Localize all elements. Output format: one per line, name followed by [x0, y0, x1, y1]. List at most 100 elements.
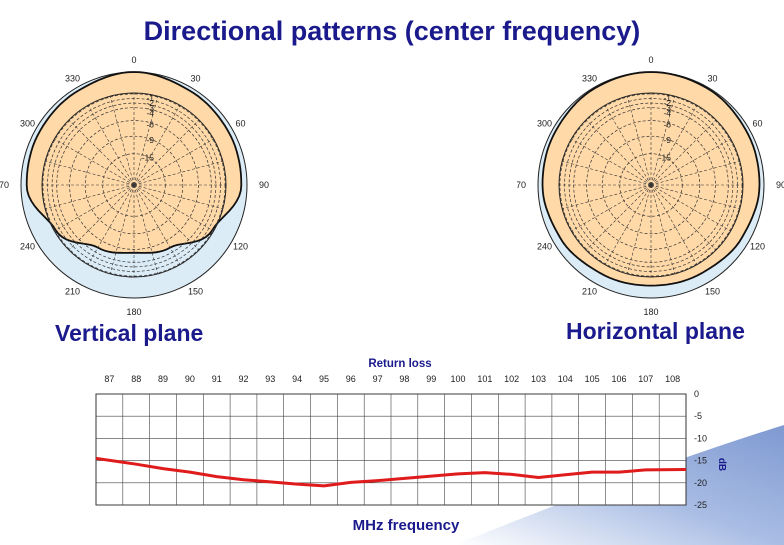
radial-tick-label: -4	[146, 108, 154, 118]
x-tick-label: 90	[185, 374, 195, 384]
polar-spoke	[650, 105, 698, 186]
x-tick-label: 87	[104, 374, 114, 384]
horizontal-plane-polar-chart: 0 30 60 90 120 150 180 210 240 270 300 330 -1-2-3-4 -…	[517, 55, 784, 315]
x-tick-label: 99	[426, 374, 436, 384]
polar-spoke	[585, 184, 652, 251]
angle-tick-label: 150	[705, 287, 720, 297]
x-tick-label: 97	[373, 374, 383, 384]
polar-spoke	[45, 184, 135, 210]
polar-spoke	[650, 184, 698, 265]
y-tick-label: -5	[694, 411, 702, 421]
polar-spoke	[650, 160, 740, 186]
polar-spoke	[109, 184, 135, 274]
radial-tick-label: -9	[146, 135, 154, 145]
angle-tick-label: 30	[190, 74, 200, 84]
polar-spoke	[133, 184, 200, 251]
x-tick-label: 105	[585, 374, 600, 384]
polar-spoke	[54, 138, 135, 186]
polar-spoke	[133, 184, 159, 274]
polar-ring	[601, 135, 701, 235]
angle-tick-label: 30	[707, 74, 717, 84]
return-loss-title: Return loss	[368, 358, 431, 370]
x-tick-label: 106	[611, 374, 626, 384]
horizontal-plane-label: Horizontal plane	[566, 318, 745, 344]
angle-tick-label: 240	[537, 242, 552, 252]
radial-tick-label: -3	[146, 103, 154, 113]
radial-tick-label: -2	[663, 98, 671, 108]
polar-spoke	[87, 105, 135, 186]
x-tick-label: 107	[638, 374, 653, 384]
y-tick-label: -10	[694, 433, 707, 443]
x-tick-label: 96	[346, 374, 356, 384]
y-axis-label: dB	[716, 458, 727, 471]
angle-tick-label: 0	[648, 55, 653, 65]
x-tick-label: 104	[558, 374, 573, 384]
x-tick-label: 91	[212, 374, 222, 384]
x-tick-label: 89	[158, 374, 168, 384]
angle-tick-label: 120	[233, 242, 248, 252]
y-tick-label: -25	[694, 500, 707, 510]
polar-spoke	[54, 184, 135, 232]
polar-spoke	[133, 184, 223, 210]
angle-tick-label: 330	[582, 74, 597, 84]
polar-ring	[586, 120, 716, 250]
polar-spoke	[562, 160, 652, 186]
x-tick-label: 101	[477, 374, 492, 384]
polar-spoke	[87, 184, 135, 265]
angle-tick-label: 180	[643, 307, 658, 315]
y-tick-label: -20	[694, 478, 707, 488]
angle-tick-label: 0	[131, 55, 136, 65]
angle-tick-label: 60	[235, 119, 245, 129]
radial-tick-label: -4	[663, 108, 671, 118]
polar-spoke	[133, 138, 214, 186]
angle-tick-label: 210	[65, 287, 80, 297]
polar-spoke	[133, 119, 200, 186]
x-axis-label: MHz frequency	[353, 517, 460, 534]
return-loss-chart: Return loss 0 -5 -10 -15 -20 -25 87 88 89 90 91 92 93…	[95, 358, 727, 534]
y-tick-label: -15	[694, 456, 707, 466]
x-tick-label: 108	[665, 374, 680, 384]
radial-tick-label: -1	[663, 93, 671, 103]
x-tick-label: 95	[319, 374, 329, 384]
radial-tick-label: -6	[663, 120, 671, 130]
angle-tick-label: 240	[20, 242, 35, 252]
angle-tick-label: 270	[517, 180, 526, 190]
radial-tick-label: -3	[663, 103, 671, 113]
x-tick-label: 88	[131, 374, 141, 384]
radial-tick-label: -15	[659, 153, 672, 163]
x-tick-label: 94	[292, 374, 302, 384]
polar-ring	[84, 135, 184, 235]
angle-tick-label: 270	[0, 180, 9, 190]
angle-tick-label: 60	[752, 119, 762, 129]
radial-tick-label: -1	[146, 93, 154, 103]
polar-spoke	[650, 138, 731, 186]
polar-spoke	[109, 96, 135, 186]
polar-spoke	[626, 96, 652, 186]
polar-spoke	[133, 96, 159, 186]
return-loss-series-line	[95, 456, 687, 488]
polar-spoke	[68, 184, 135, 251]
angle-tick-label: 300	[537, 119, 552, 129]
angle-tick-label: 120	[750, 242, 765, 252]
polar-spoke	[562, 184, 652, 210]
polar-ring	[69, 120, 199, 250]
angle-tick-label: 330	[65, 74, 80, 84]
polar-spoke	[604, 105, 652, 186]
x-tick-label: 93	[265, 374, 275, 384]
polar-spoke	[650, 184, 717, 251]
radial-tick-label: -6	[146, 120, 154, 130]
vertical-plane-polar-chart: 0 30 60 90 120 150 180 210 240 270 300 330 -1-2-3-4 -…	[0, 55, 269, 315]
polar-spoke	[133, 184, 181, 265]
polar-spoke	[585, 119, 652, 186]
polar-spoke	[626, 184, 652, 274]
angle-tick-label: 210	[582, 287, 597, 297]
polar-spoke	[68, 119, 135, 186]
vertical-plane-label: Vertical plane	[55, 320, 204, 346]
x-tick-label: 100	[450, 374, 465, 384]
polar-spoke	[650, 96, 676, 186]
x-tick-label: 92	[238, 374, 248, 384]
page-title: Directional patterns (center frequency)	[143, 16, 641, 46]
x-tick-label: 98	[399, 374, 409, 384]
angle-tick-label: 180	[126, 307, 141, 315]
radial-tick-label: -15	[142, 153, 155, 163]
